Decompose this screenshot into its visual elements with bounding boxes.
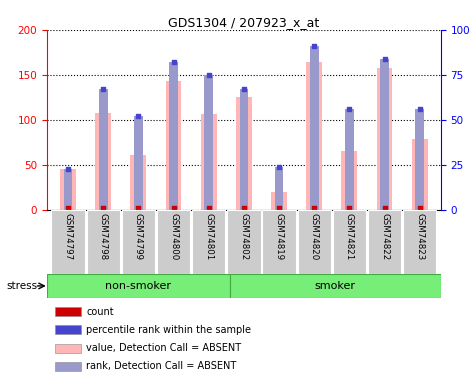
Text: GSM74799: GSM74799: [134, 213, 143, 260]
FancyBboxPatch shape: [87, 210, 120, 274]
Point: [240, 205, 248, 211]
Bar: [310, 46, 318, 210]
Text: stress: stress: [7, 281, 38, 291]
FancyBboxPatch shape: [52, 210, 84, 274]
Bar: [130, 155, 146, 210]
Bar: [377, 68, 393, 210]
FancyBboxPatch shape: [157, 210, 190, 274]
Text: count: count: [86, 307, 114, 317]
Bar: [412, 139, 428, 210]
Bar: [204, 75, 213, 210]
Text: non-smoker: non-smoker: [106, 281, 171, 291]
Bar: [240, 89, 248, 210]
Text: GSM74797: GSM74797: [63, 213, 73, 260]
FancyBboxPatch shape: [333, 210, 366, 274]
Point: [381, 56, 388, 62]
FancyBboxPatch shape: [403, 210, 436, 274]
Text: GSM74801: GSM74801: [204, 213, 213, 260]
Point: [346, 205, 353, 211]
Bar: [55, 344, 81, 352]
Point: [135, 113, 142, 119]
Point: [170, 205, 177, 211]
Bar: [60, 169, 76, 210]
Bar: [201, 114, 217, 210]
FancyBboxPatch shape: [192, 210, 225, 274]
Point: [416, 205, 424, 211]
Bar: [166, 81, 182, 210]
Point: [170, 59, 177, 65]
Point: [205, 205, 212, 211]
Bar: [99, 89, 107, 210]
Point: [416, 106, 424, 112]
FancyBboxPatch shape: [47, 274, 230, 298]
Text: percentile rank within the sample: percentile rank within the sample: [86, 325, 251, 335]
Point: [381, 205, 388, 211]
Title: GDS1304 / 207923_x_at: GDS1304 / 207923_x_at: [168, 16, 319, 29]
Bar: [306, 62, 322, 210]
Point: [275, 164, 283, 170]
FancyBboxPatch shape: [298, 210, 331, 274]
FancyBboxPatch shape: [230, 274, 441, 298]
Bar: [341, 151, 357, 210]
Bar: [169, 62, 178, 210]
FancyBboxPatch shape: [263, 210, 295, 274]
Text: GSM74820: GSM74820: [310, 213, 319, 260]
Bar: [275, 167, 283, 210]
Text: GSM74822: GSM74822: [380, 213, 389, 260]
Text: GSM74821: GSM74821: [345, 213, 354, 260]
Bar: [271, 192, 287, 210]
Text: GSM74823: GSM74823: [415, 213, 424, 260]
Text: rank, Detection Call = ABSENT: rank, Detection Call = ABSENT: [86, 361, 236, 371]
Text: GSM74819: GSM74819: [274, 213, 284, 260]
Point: [64, 166, 72, 172]
Bar: [236, 97, 252, 210]
Text: value, Detection Call = ABSENT: value, Detection Call = ABSENT: [86, 343, 242, 353]
FancyBboxPatch shape: [227, 210, 260, 274]
Point: [310, 43, 318, 49]
FancyBboxPatch shape: [368, 210, 401, 274]
FancyBboxPatch shape: [122, 210, 155, 274]
Bar: [95, 113, 111, 210]
Bar: [416, 109, 424, 210]
Bar: [64, 169, 72, 210]
Point: [135, 205, 142, 211]
Point: [99, 86, 107, 92]
Point: [310, 205, 318, 211]
Text: GSM74800: GSM74800: [169, 213, 178, 260]
Point: [240, 86, 248, 92]
Bar: [345, 109, 354, 210]
Bar: [55, 362, 81, 370]
Bar: [134, 116, 143, 210]
Point: [99, 205, 107, 211]
Point: [346, 106, 353, 112]
Bar: [55, 326, 81, 334]
Point: [205, 72, 212, 78]
Bar: [380, 59, 389, 210]
Text: GSM74798: GSM74798: [98, 213, 108, 260]
Text: GSM74802: GSM74802: [239, 213, 249, 260]
Bar: [55, 308, 81, 316]
Point: [64, 205, 72, 211]
Point: [275, 205, 283, 211]
Text: smoker: smoker: [315, 281, 356, 291]
